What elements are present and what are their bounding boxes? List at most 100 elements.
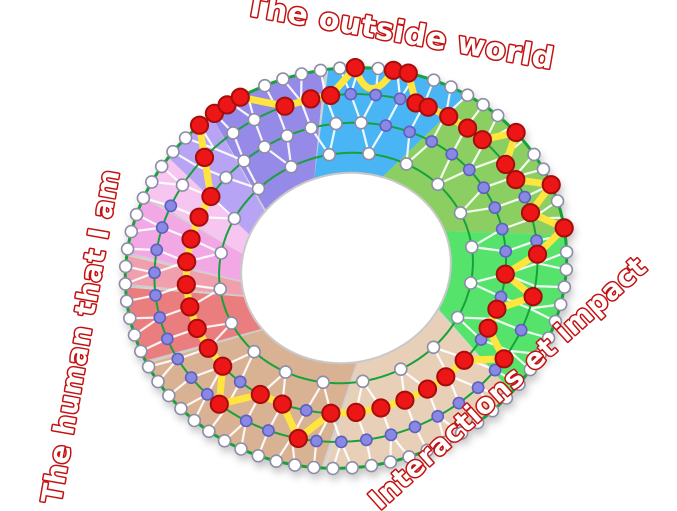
- score-node[interactable]: [487, 299, 507, 319]
- node[interactable]: [164, 199, 178, 213]
- node[interactable]: [527, 147, 541, 162]
- node[interactable]: [512, 377, 526, 392]
- node[interactable]: [322, 147, 337, 162]
- node[interactable]: [399, 157, 414, 171]
- node[interactable]: [141, 359, 156, 374]
- node[interactable]: [217, 433, 232, 448]
- node[interactable]: [306, 460, 321, 475]
- node[interactable]: [213, 282, 227, 296]
- node[interactable]: [393, 92, 407, 106]
- node[interactable]: [118, 259, 133, 274]
- node[interactable]: [393, 362, 408, 377]
- score-node[interactable]: [454, 350, 474, 370]
- score-node[interactable]: [506, 170, 526, 190]
- node[interactable]: [371, 61, 386, 76]
- node[interactable]: [490, 108, 505, 123]
- node[interactable]: [227, 211, 242, 226]
- node[interactable]: [557, 280, 572, 294]
- node[interactable]: [313, 63, 328, 78]
- node[interactable]: [354, 116, 368, 130]
- node[interactable]: [150, 243, 164, 257]
- node[interactable]: [233, 375, 247, 389]
- node[interactable]: [178, 131, 193, 145]
- node[interactable]: [470, 415, 485, 430]
- node[interactable]: [294, 67, 309, 81]
- node[interactable]: [553, 297, 568, 312]
- node[interactable]: [145, 175, 159, 189]
- node[interactable]: [219, 170, 233, 185]
- node[interactable]: [477, 181, 491, 195]
- node[interactable]: [280, 129, 294, 143]
- node[interactable]: [202, 424, 216, 439]
- node[interactable]: [118, 277, 133, 291]
- node[interactable]: [345, 460, 360, 475]
- node[interactable]: [384, 428, 398, 442]
- score-node[interactable]: [506, 122, 526, 143]
- score-node[interactable]: [417, 379, 438, 399]
- node[interactable]: [166, 144, 180, 159]
- node[interactable]: [124, 224, 139, 239]
- node[interactable]: [518, 190, 532, 204]
- node[interactable]: [134, 344, 148, 359]
- node[interactable]: [129, 207, 144, 222]
- node[interactable]: [454, 426, 469, 440]
- score-node[interactable]: [398, 63, 418, 83]
- node[interactable]: [488, 201, 502, 214]
- node[interactable]: [471, 381, 485, 395]
- score-node[interactable]: [189, 115, 210, 135]
- node[interactable]: [162, 388, 176, 403]
- score-node[interactable]: [321, 85, 341, 106]
- score-node[interactable]: [478, 318, 498, 338]
- node[interactable]: [149, 288, 162, 302]
- node[interactable]: [257, 78, 272, 93]
- node[interactable]: [559, 262, 574, 277]
- score-node[interactable]: [177, 252, 197, 272]
- node[interactable]: [154, 159, 169, 174]
- node[interactable]: [276, 72, 290, 86]
- score-node[interactable]: [176, 275, 196, 295]
- node[interactable]: [344, 87, 358, 101]
- node[interactable]: [362, 146, 376, 161]
- node[interactable]: [355, 374, 370, 389]
- score-node[interactable]: [321, 403, 341, 423]
- score-node[interactable]: [194, 147, 215, 167]
- node[interactable]: [200, 387, 214, 401]
- node[interactable]: [187, 413, 202, 428]
- node[interactable]: [426, 340, 441, 355]
- node[interactable]: [148, 266, 161, 280]
- node[interactable]: [239, 414, 253, 428]
- node[interactable]: [226, 126, 240, 140]
- node[interactable]: [224, 316, 239, 330]
- node[interactable]: [460, 88, 475, 102]
- node[interactable]: [425, 135, 439, 148]
- node[interactable]: [402, 450, 416, 464]
- node[interactable]: [495, 222, 509, 236]
- score-node[interactable]: [288, 428, 308, 449]
- node[interactable]: [234, 442, 248, 456]
- node[interactable]: [488, 363, 502, 377]
- node[interactable]: [120, 242, 135, 256]
- node[interactable]: [155, 221, 169, 234]
- node[interactable]: [431, 409, 445, 423]
- node[interactable]: [499, 244, 513, 258]
- node[interactable]: [326, 461, 340, 476]
- node[interactable]: [299, 403, 313, 417]
- score-node[interactable]: [345, 58, 365, 78]
- score-node[interactable]: [395, 390, 415, 410]
- node[interactable]: [485, 403, 500, 418]
- score-node[interactable]: [439, 106, 459, 127]
- node[interactable]: [403, 125, 416, 139]
- score-node[interactable]: [554, 218, 574, 238]
- node[interactable]: [523, 362, 538, 377]
- node[interactable]: [453, 206, 468, 220]
- node[interactable]: [452, 396, 466, 410]
- node[interactable]: [136, 191, 151, 205]
- score-node[interactable]: [250, 384, 270, 405]
- score-node[interactable]: [541, 175, 561, 195]
- node[interactable]: [445, 147, 459, 161]
- score-node[interactable]: [418, 97, 438, 117]
- node[interactable]: [464, 240, 479, 254]
- node[interactable]: [536, 162, 551, 176]
- node[interactable]: [514, 323, 528, 337]
- node[interactable]: [269, 454, 284, 469]
